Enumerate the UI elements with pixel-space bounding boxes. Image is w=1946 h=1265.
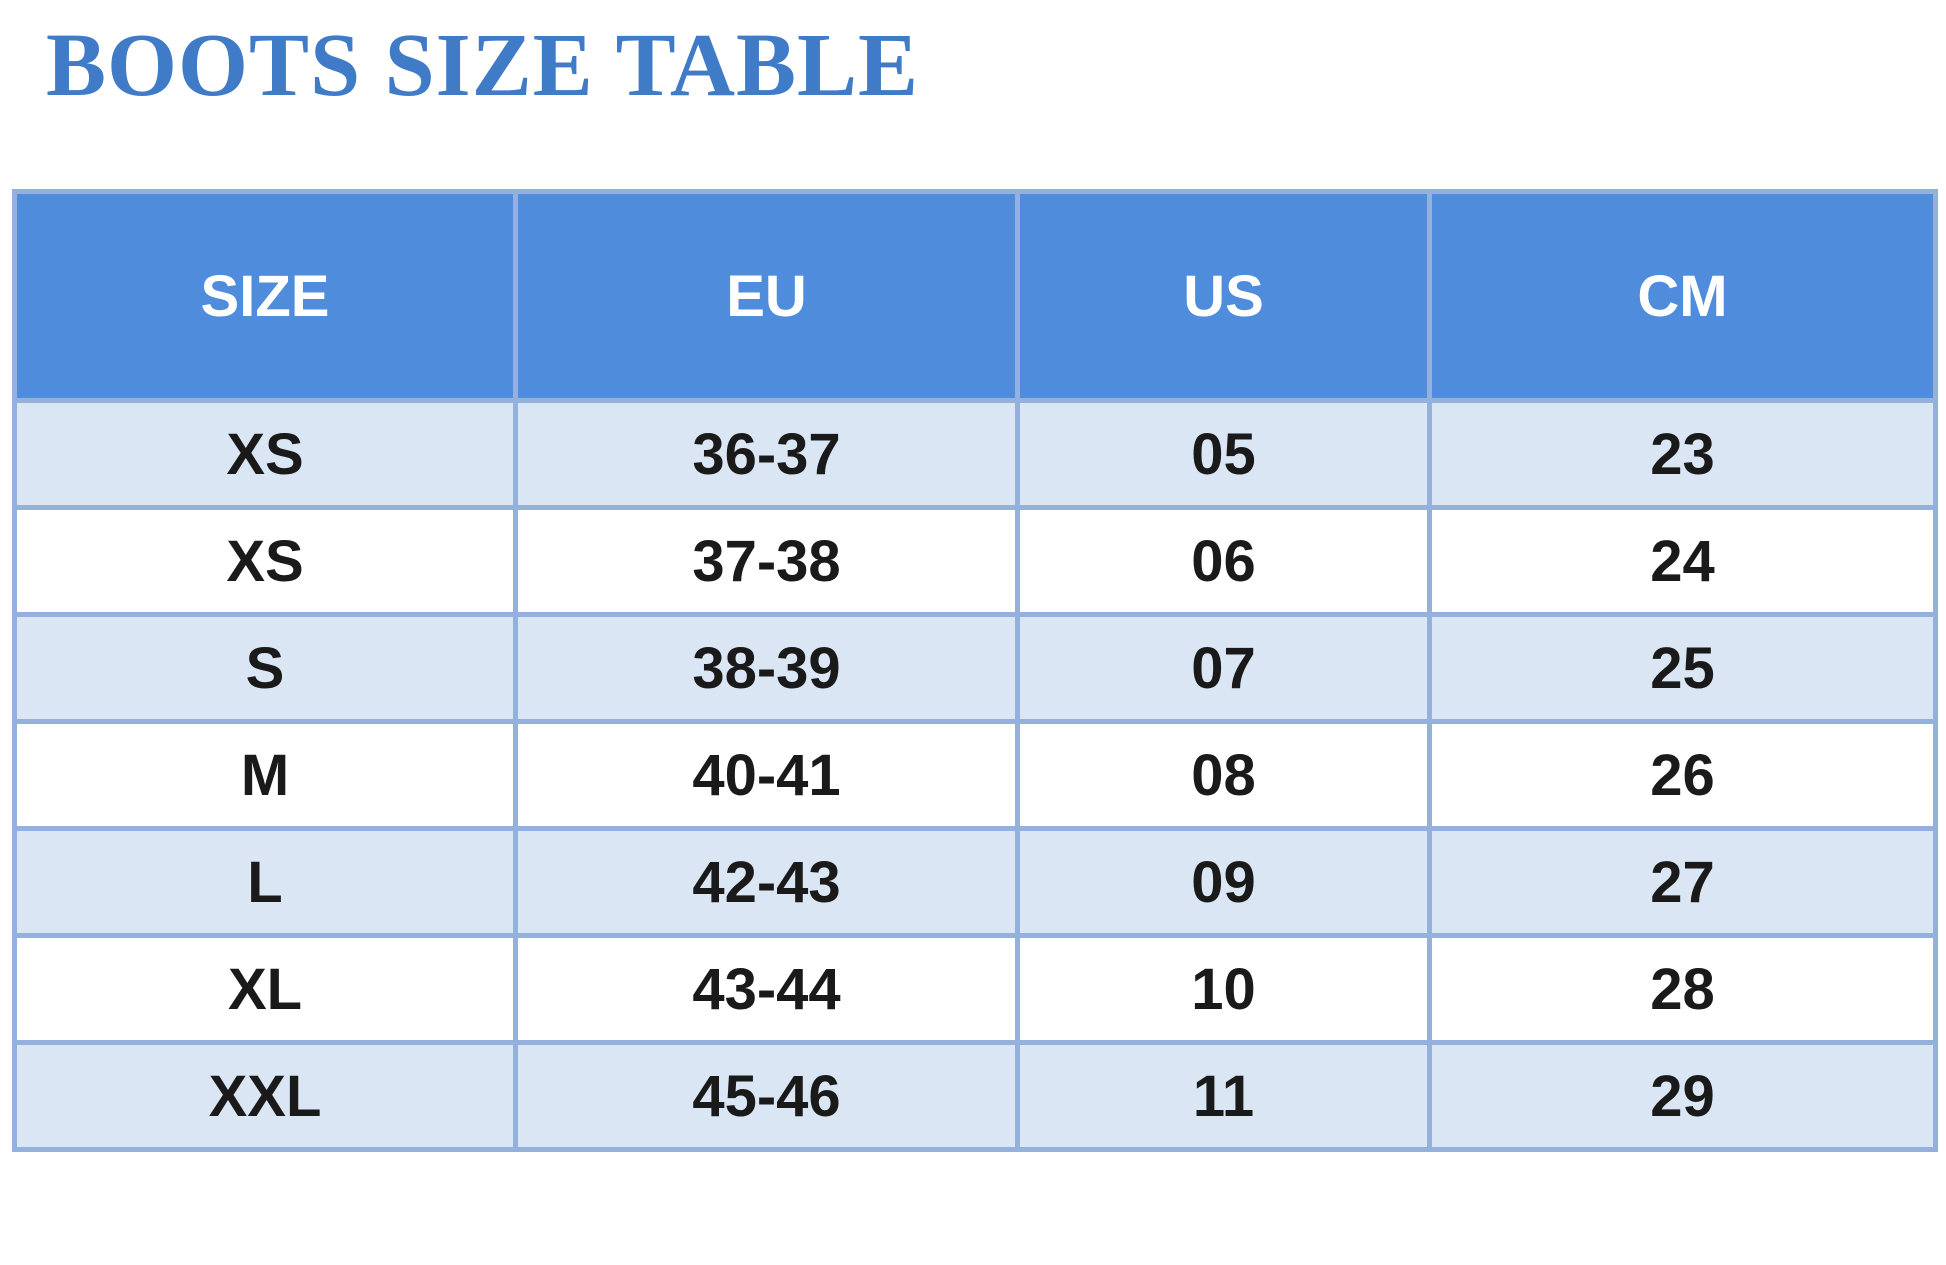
table-body: XS 36-37 05 23 XS 37-38 06 24 S 38-39 07 25 M 40-41 08…: [12, 398, 1938, 1152]
table-row: XS 37-38 06 24: [12, 505, 1938, 617]
size-table: SIZE EU US CM XS 36-37 05 23 XS 37-38 06 24 S 38-39 0…: [12, 189, 1938, 1152]
table-cell: 23: [1427, 398, 1938, 510]
table-cell: 11: [1015, 1040, 1432, 1152]
table-cell: 05: [1015, 398, 1432, 510]
table-row: L 42-43 09 27: [12, 826, 1938, 938]
title: BOOTS SIZE TABLE: [46, 16, 920, 115]
table-cell: 38-39: [513, 612, 1020, 724]
table-row: XXL 45-46 11 29: [12, 1040, 1938, 1152]
header-cell: EU: [513, 189, 1020, 403]
table-cell: 28: [1427, 933, 1938, 1045]
table-cell: 29: [1427, 1040, 1938, 1152]
table-cell: XXL: [12, 1040, 518, 1152]
table-cell: 24: [1427, 505, 1938, 617]
table-cell: XS: [12, 398, 518, 510]
table-cell: 10: [1015, 933, 1432, 1045]
table-cell: 07: [1015, 612, 1432, 724]
table-cell: 27: [1427, 826, 1938, 938]
table-cell: 45-46: [513, 1040, 1020, 1152]
table-cell: 26: [1427, 719, 1938, 831]
table-row: M 40-41 08 26: [12, 719, 1938, 831]
table-row: XS 36-37 05 23: [12, 398, 1938, 510]
header-cell: SIZE: [12, 189, 518, 403]
table-cell: 36-37: [513, 398, 1020, 510]
header-row: SIZE EU US CM: [12, 189, 1938, 403]
table-cell: 09: [1015, 826, 1432, 938]
table-cell: 42-43: [513, 826, 1020, 938]
table-row: XL 43-44 10 28: [12, 933, 1938, 1045]
header-cell: CM: [1427, 189, 1938, 403]
table-cell: 25: [1427, 612, 1938, 724]
table-cell: L: [12, 826, 518, 938]
table-cell: 08: [1015, 719, 1432, 831]
table-row: S 38-39 07 25: [12, 612, 1938, 724]
table-cell: 37-38: [513, 505, 1020, 617]
table-cell: S: [12, 612, 518, 724]
header-cell: US: [1015, 189, 1432, 403]
table-cell: XL: [12, 933, 518, 1045]
table-cell: 06: [1015, 505, 1432, 617]
table-cell: XS: [12, 505, 518, 617]
table-cell: 43-44: [513, 933, 1020, 1045]
table-cell: M: [12, 719, 518, 831]
table-cell: 40-41: [513, 719, 1020, 831]
